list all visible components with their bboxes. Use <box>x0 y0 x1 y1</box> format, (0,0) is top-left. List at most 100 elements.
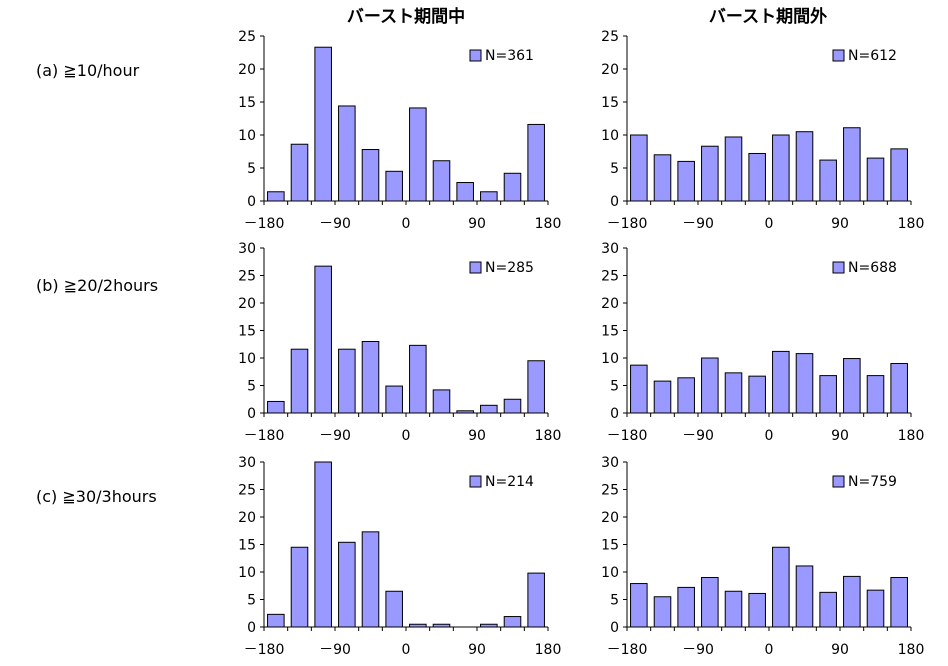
bar <box>748 152 766 202</box>
bar <box>503 398 522 414</box>
x-tick-label: 0 <box>765 216 774 232</box>
bar <box>432 160 451 202</box>
bar <box>866 157 885 202</box>
legend-swatch <box>469 475 482 488</box>
bar <box>409 107 427 202</box>
legend-label: N=612 <box>848 48 897 64</box>
bar <box>819 159 837 202</box>
bar <box>527 123 545 202</box>
column-title-nonburst: バースト期間外 <box>709 6 827 27</box>
bar <box>795 565 814 628</box>
x-tick-label: －90 <box>682 428 714 444</box>
bar <box>819 591 837 628</box>
y-tick-label: 20 <box>238 296 256 312</box>
y-tick-label: 0 <box>610 620 619 636</box>
x-tick-label: －180 <box>607 216 648 232</box>
bar <box>890 148 908 202</box>
x-tick-label: 90 <box>831 642 849 658</box>
x-tick-label: 90 <box>831 428 849 444</box>
y-tick-label: 0 <box>247 620 256 636</box>
x-tick-label: 90 <box>468 216 486 232</box>
x-tick-label: 0 <box>765 642 774 658</box>
bar <box>630 364 648 414</box>
bar <box>772 134 790 202</box>
y-tick-label: 15 <box>238 95 256 111</box>
x-tick-label: 0 <box>402 428 411 444</box>
bar <box>890 577 908 628</box>
y-tick-label: 25 <box>601 269 619 285</box>
bar <box>338 541 356 628</box>
bar <box>267 191 285 202</box>
bar <box>772 350 790 414</box>
bar <box>527 360 545 414</box>
legend-label: N=214 <box>485 474 534 490</box>
x-tick-label: －180 <box>244 642 285 658</box>
y-tick-label: 15 <box>601 324 619 340</box>
bar <box>385 170 403 202</box>
bar <box>724 590 743 628</box>
bar <box>314 461 332 628</box>
x-tick-label: 0 <box>402 216 411 232</box>
y-tick-label: 30 <box>238 455 256 471</box>
y-tick-label: 0 <box>610 194 619 210</box>
x-tick-label: 180 <box>898 642 925 658</box>
x-tick-label: －180 <box>607 642 648 658</box>
bar <box>527 572 545 628</box>
legend-label: N=759 <box>848 474 897 490</box>
y-tick-label: 15 <box>238 324 256 340</box>
panel-b-burst: 0 5 10 15 20 25 30 －180 －90 0 90 180 N=285 <box>238 241 561 444</box>
legend-swatch <box>832 475 845 488</box>
legend-swatch <box>469 261 482 274</box>
bar <box>361 341 380 414</box>
y-tick-label: 0 <box>610 406 619 422</box>
bar <box>795 353 814 414</box>
bar <box>677 586 695 628</box>
panel-a-burst: 0 5 10 15 20 25 －180 －90 0 90 180 N=361 <box>238 29 561 232</box>
legend-swatch <box>832 49 845 62</box>
bar <box>724 372 743 414</box>
bar <box>748 592 766 628</box>
legend-label: N=361 <box>485 48 534 64</box>
panel-b-nonburst: 0 5 10 15 20 25 30 －180 －90 0 90 180 N=688 <box>601 241 924 444</box>
bar <box>267 613 285 628</box>
bar <box>843 575 861 628</box>
y-tick-label: 5 <box>247 161 256 177</box>
bar <box>866 375 885 414</box>
bar <box>653 154 672 202</box>
y-tick-label: 5 <box>610 161 619 177</box>
y-tick-label: 15 <box>601 95 619 111</box>
bar <box>653 380 672 414</box>
y-tick-label: 30 <box>601 241 619 257</box>
x-tick-label: 90 <box>831 216 849 232</box>
bar <box>701 577 719 628</box>
bar <box>361 531 380 628</box>
bar <box>795 131 814 202</box>
y-tick-label: 25 <box>601 483 619 499</box>
y-tick-label: 25 <box>238 269 256 285</box>
y-tick-label: 20 <box>601 62 619 78</box>
y-tick-label: 15 <box>238 538 256 554</box>
row-label-a: (a) ≧10/hour <box>36 61 140 80</box>
x-tick-label: －90 <box>319 428 351 444</box>
x-tick-label: 90 <box>468 428 486 444</box>
bar <box>843 358 861 414</box>
bar <box>267 400 285 414</box>
bar <box>480 191 498 202</box>
y-tick-label: 25 <box>601 29 619 45</box>
legend-swatch <box>469 49 482 62</box>
bar <box>314 265 332 414</box>
y-tick-label: 5 <box>247 379 256 395</box>
bar <box>630 134 648 202</box>
y-tick-label: 20 <box>238 62 256 78</box>
y-tick-label: 5 <box>610 593 619 609</box>
y-tick-label: 5 <box>247 593 256 609</box>
bar <box>677 377 695 414</box>
bar <box>748 375 766 414</box>
bar <box>314 46 332 202</box>
y-tick-label: 10 <box>601 351 619 367</box>
bar <box>701 357 719 414</box>
bar <box>385 590 403 628</box>
bar <box>480 404 498 414</box>
bar <box>290 143 309 202</box>
panel-c-burst: 0 5 10 15 20 25 30 －180 －90 0 90 180 N=214 <box>238 455 561 658</box>
